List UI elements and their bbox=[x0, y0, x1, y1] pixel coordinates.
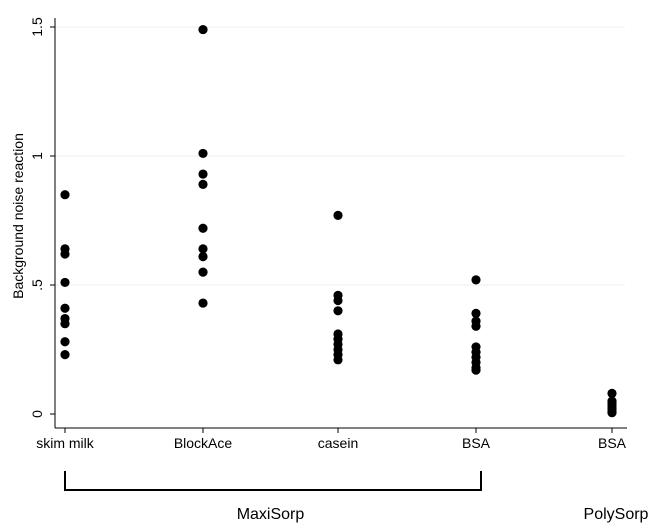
data-point bbox=[198, 223, 208, 233]
data-point bbox=[198, 179, 208, 189]
data-point bbox=[471, 321, 481, 331]
group-label-polysorp: PolySorp bbox=[584, 506, 649, 523]
grid-lines bbox=[55, 26, 625, 286]
data-point bbox=[198, 244, 208, 254]
data-point bbox=[60, 190, 70, 200]
data-point bbox=[198, 169, 208, 179]
data-point bbox=[198, 267, 208, 277]
x-tick-label: BSA bbox=[462, 435, 491, 451]
x-tick-label: casein bbox=[318, 435, 358, 451]
x-axis: skim milk BlockAce casein BSA BSA bbox=[36, 427, 627, 451]
data-point bbox=[60, 337, 70, 347]
data-point bbox=[333, 306, 343, 316]
group-label-maxisorp: MaxiSorp bbox=[237, 506, 305, 523]
data-point bbox=[471, 365, 481, 375]
data-points bbox=[60, 24, 617, 418]
data-point bbox=[60, 350, 70, 360]
data-point bbox=[60, 303, 70, 313]
y-tick-label: 0 bbox=[29, 410, 45, 418]
data-point bbox=[607, 388, 617, 398]
y-tick-label: 1 bbox=[29, 152, 45, 160]
data-point bbox=[198, 24, 208, 35]
y-tick-label: .5 bbox=[29, 279, 45, 291]
maxisorp-bracket bbox=[64, 471, 482, 491]
data-point bbox=[607, 408, 617, 418]
data-point bbox=[60, 249, 70, 259]
data-point bbox=[333, 210, 343, 220]
data-point bbox=[333, 355, 343, 365]
group-annotations: MaxiSorp PolySorp bbox=[64, 471, 649, 523]
data-point bbox=[471, 275, 481, 285]
x-tick-label: BlockAce bbox=[174, 435, 233, 451]
data-point bbox=[60, 319, 70, 329]
data-point bbox=[60, 277, 70, 288]
x-tick-label: BSA bbox=[598, 435, 627, 451]
data-point bbox=[198, 148, 208, 159]
data-point bbox=[198, 298, 208, 308]
x-tick-label: skim milk bbox=[36, 435, 95, 451]
y-axis: 0 .5 1 1.5 bbox=[29, 17, 56, 428]
data-point bbox=[333, 295, 343, 306]
data-point bbox=[471, 308, 481, 318]
y-tick-label: 1.5 bbox=[29, 17, 45, 37]
y-axis-title: Background noise reaction bbox=[10, 133, 26, 299]
data-point bbox=[198, 252, 208, 262]
